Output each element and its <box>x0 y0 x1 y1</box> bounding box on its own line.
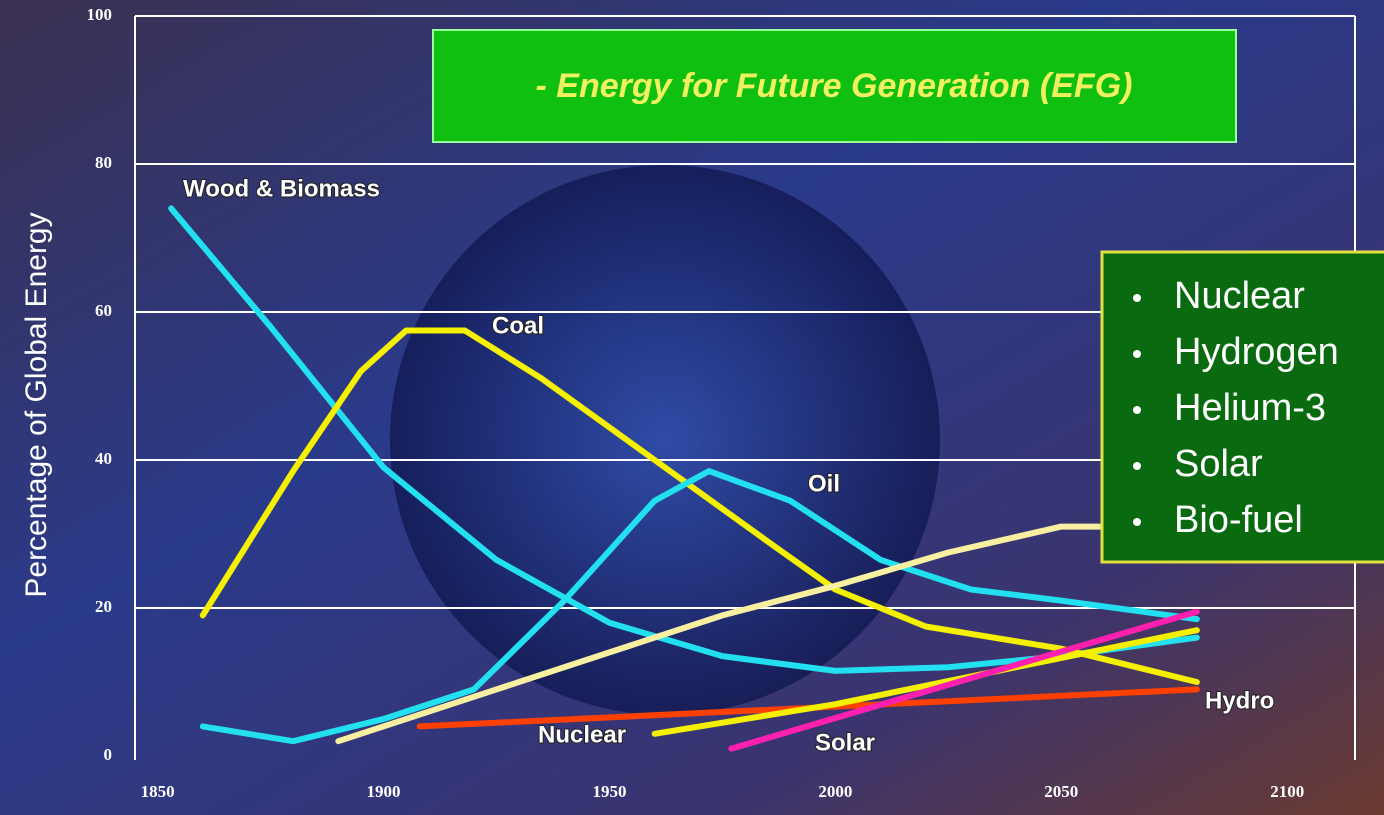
x-tick-label: 1850 <box>141 782 175 801</box>
x-tick-label: 1900 <box>367 782 401 801</box>
series-label: Coal <box>492 312 544 339</box>
future-source: Hydrogen <box>1174 331 1339 373</box>
future-source: Bio-fuel <box>1174 499 1303 541</box>
future-source: Nuclear <box>1174 275 1305 317</box>
y-tick-label: 0 <box>104 745 113 764</box>
series-label: Oil <box>808 470 840 497</box>
series-line <box>199 327 1200 685</box>
x-tick-label: 2050 <box>1044 782 1078 801</box>
future-sources-box <box>1100 250 1384 564</box>
x-tick-label: 1950 <box>592 782 626 801</box>
series-label: Wood & Biomass <box>183 175 380 202</box>
y-axis-label: Percentage of Global Energy <box>20 212 53 597</box>
series-label: Nuclear <box>538 721 626 748</box>
y-tick-label: 100 <box>87 5 113 24</box>
series-line <box>168 205 1200 674</box>
series-label: Hydro <box>1205 687 1274 714</box>
y-tick-label: 20 <box>95 597 112 616</box>
y-tick-label: 80 <box>95 153 112 172</box>
title-box <box>432 29 1237 143</box>
y-tick-label: 60 <box>95 301 112 320</box>
bullet <box>1133 518 1141 526</box>
series-label: Solar <box>815 729 875 756</box>
series-line <box>199 468 1200 745</box>
chart-title: - Energy for Future Generation (EFG) <box>536 67 1133 105</box>
future-source: Helium-3 <box>1174 387 1326 429</box>
series-line <box>728 608 1200 752</box>
bullet <box>1133 462 1141 470</box>
series-line <box>335 523 1200 745</box>
x-tick-label: 2100 <box>1270 782 1304 801</box>
y-tick-label: 40 <box>95 449 112 468</box>
x-tick-label: 2000 <box>818 782 852 801</box>
future-source: Solar <box>1174 443 1263 485</box>
bullet <box>1133 406 1141 414</box>
bullet <box>1133 350 1141 358</box>
series-line <box>651 627 1200 737</box>
bullet <box>1133 294 1141 302</box>
